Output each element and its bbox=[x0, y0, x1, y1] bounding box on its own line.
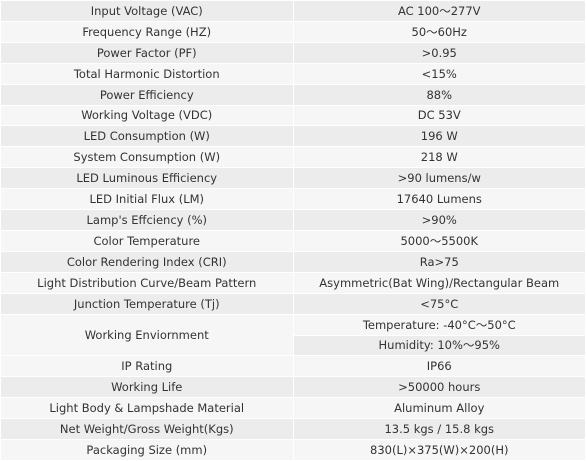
spec-row: Light Distribution Curve/Beam Pattern Asy… bbox=[0, 271, 586, 294]
spec-value: >90% bbox=[292, 209, 586, 231]
spec-row: Humidity: 10%～95% bbox=[1, 334, 586, 357]
spec-label: Power Factor (PF) bbox=[0, 41, 294, 64]
spec-label: Power Efficiency bbox=[0, 83, 294, 106]
spec-label: Working Enviornment bbox=[0, 313, 294, 357]
spec-label: Net Weight/Gross Weight(Kgs) bbox=[0, 418, 294, 441]
spec-row: Working Life >50000 hours bbox=[0, 376, 586, 399]
spec-row: IP Rating IP66 bbox=[0, 355, 586, 378]
spec-label: Working Voltage (VDC) bbox=[0, 104, 294, 127]
spec-value: <15% bbox=[292, 62, 586, 85]
spec-value: >0.95 bbox=[292, 41, 586, 64]
spec-row: Total Harmonic Distortion <15% bbox=[0, 62, 586, 85]
spec-row: Packaging Size (mm) 830(L)×375(W)×200(H) bbox=[0, 439, 586, 461]
spec-value: 50～60Hz bbox=[292, 20, 586, 43]
spec-row: Working Voltage (VDC) DC 53V bbox=[0, 104, 586, 127]
spec-row: LED Consumption (W) 196 W bbox=[0, 125, 586, 148]
spec-row: LED Initial Flux (LM) 17640 Lumens bbox=[0, 188, 586, 211]
spec-label: Input Voltage (VAC) bbox=[0, 0, 294, 22]
spec-value: 88% bbox=[292, 83, 586, 106]
spec-row: Working Enviornment Temperature: -40°C～50… bbox=[0, 313, 586, 357]
spec-value: Temperature: -40°C～50°C bbox=[292, 313, 586, 336]
spec-value: DC 53V bbox=[292, 104, 586, 127]
spec-value: >50000 hours bbox=[292, 376, 586, 399]
spec-value: >90 lumens/w bbox=[292, 167, 586, 190]
spec-value: 17640 Lumens bbox=[292, 188, 586, 211]
spec-row: Lamp's Effciency (%) >90% bbox=[0, 209, 586, 231]
spec-label: Lamp's Effciency (%) bbox=[0, 209, 294, 231]
spec-value: Asymmetric(Bat Wing)/Rectangular Beam bbox=[292, 271, 586, 294]
spec-row: System Consumption (W) 218 W bbox=[0, 146, 586, 169]
spec-row: Power Factor (PF) >0.95 bbox=[0, 41, 586, 64]
spec-value: 13.5 kgs / 15.8 kgs bbox=[292, 418, 586, 441]
spec-value: <75°C bbox=[292, 292, 586, 315]
spec-row: Color Rendering Index (CRI) Ra>75 bbox=[0, 250, 586, 273]
spec-label: Light Distribution Curve/Beam Pattern bbox=[0, 271, 294, 294]
spec-value: 218 W bbox=[292, 146, 586, 169]
spec-row: Input Voltage (VAC) AC 100～277V bbox=[0, 0, 586, 22]
spec-row: Net Weight/Gross Weight(Kgs) 13.5 kgs / 1… bbox=[0, 418, 586, 441]
spec-value: Aluminum Alloy bbox=[292, 397, 586, 420]
spec-label: Packaging Size (mm) bbox=[0, 439, 294, 461]
spec-row: LED Luminous Efficiency >90 lumens/w bbox=[0, 167, 586, 190]
spec-value: IP66 bbox=[292, 355, 586, 378]
spec-value: 830(L)×375(W)×200(H) bbox=[292, 439, 586, 461]
spec-value: Humidity: 10%～95% bbox=[292, 334, 586, 357]
spec-row: Color Temperature 5000～5500K bbox=[0, 229, 586, 252]
spec-label: IP Rating bbox=[0, 355, 294, 378]
spec-row: Frequency Range (HZ) 50～60Hz bbox=[0, 20, 586, 43]
spec-label: Frequency Range (HZ) bbox=[0, 20, 294, 43]
spec-label: Color Temperature bbox=[0, 229, 294, 252]
spec-label: LED Luminous Efficiency bbox=[0, 167, 294, 190]
spec-label: LED Consumption (W) bbox=[0, 125, 294, 148]
spec-row: Power Efficiency 88% bbox=[0, 83, 586, 106]
spec-label: Color Rendering Index (CRI) bbox=[0, 250, 294, 273]
spec-label: Total Harmonic Distortion bbox=[0, 62, 294, 85]
spec-label: LED Initial Flux (LM) bbox=[0, 188, 294, 211]
spec-row: Junction Temperature (Tj) <75°C bbox=[0, 292, 586, 315]
spec-value: 5000～5500K bbox=[292, 229, 586, 252]
spec-label: Light Body & Lampshade Material bbox=[0, 397, 294, 420]
spec-label: System Consumption (W) bbox=[0, 146, 294, 169]
spec-value: AC 100～277V bbox=[292, 0, 586, 22]
spec-value: 196 W bbox=[292, 125, 586, 148]
spec-row: Light Body & Lampshade Material Aluminum … bbox=[0, 397, 586, 420]
spec-label: Junction Temperature (Tj) bbox=[0, 292, 294, 315]
spec-label: Working Life bbox=[0, 376, 294, 399]
spec-value: Ra>75 bbox=[292, 250, 586, 273]
